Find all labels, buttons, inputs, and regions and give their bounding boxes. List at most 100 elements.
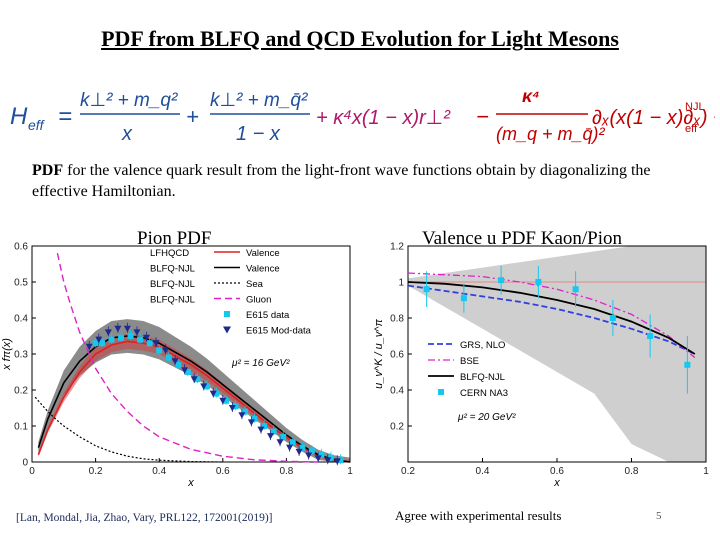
term2-denominator: 1 − x xyxy=(236,123,281,145)
cern-na3-data-point xyxy=(535,279,542,285)
e615-mod-data-point xyxy=(123,325,131,333)
kaon-pion-title: Valence u PDF Kaon/Pion xyxy=(422,228,623,249)
e615-mod-data-point xyxy=(219,397,227,405)
legend-group: BLFQ-NJL xyxy=(150,295,195,306)
e615-data-point xyxy=(156,347,163,354)
legend-group: LFHQCD xyxy=(150,248,189,259)
kaon-pion-ratio-chart: 0.2 0.4 0.6 0.8 1 0.2 0.4 0.6 0.8 1 1.2 x u_v^K / u_… xyxy=(373,242,709,490)
x-tick-label: 1 xyxy=(347,466,353,477)
pion-pdf-chart: 0 0.2 0.4 0.6 0.8 1 0 0.1 0.2 0.3 0.4 0.5 0.6 x x fπ(x… xyxy=(1,242,353,490)
y-tick-label: 0.6 xyxy=(14,242,28,253)
blfq-uncertainty-band xyxy=(408,246,706,462)
svg-text:=: = xyxy=(58,103,72,130)
e615-data-point xyxy=(308,448,315,455)
e615-data-point xyxy=(299,444,306,451)
y-tick-label: 0.2 xyxy=(14,386,28,397)
formula-lhs-sub: eff xyxy=(28,117,46,133)
e615-data-point xyxy=(213,390,220,397)
x-tick-label: 0.6 xyxy=(550,466,564,477)
e615-data-point xyxy=(232,403,239,410)
e615-data-point xyxy=(270,428,277,435)
e615-mod-data-point xyxy=(181,367,189,374)
y-tick-label: 0.5 xyxy=(14,278,28,289)
e615-mod-data-point xyxy=(247,419,255,426)
legend-label: CERN NA3 xyxy=(460,388,508,399)
x-tick-label: 0.6 xyxy=(216,466,230,477)
cern-na3-data-point xyxy=(572,286,579,293)
svg-text:+: + xyxy=(186,104,199,129)
term3-confinement: + κ⁴x(1 − x)r⊥² xyxy=(316,107,451,129)
term5-derivative: ∂ₓ(x(1 − x)∂ₓ) + H xyxy=(592,107,715,129)
legend-label: BSE xyxy=(460,356,479,367)
x-tick-label: 0.4 xyxy=(476,466,490,477)
e615-data-point xyxy=(108,336,115,343)
page-number: 5 xyxy=(656,510,662,522)
e615-data-point xyxy=(184,369,191,375)
y-tick-label: 0.3 xyxy=(14,350,28,361)
e615-mod-data-point xyxy=(85,343,93,351)
note: Agree with experimental results xyxy=(395,508,562,523)
legend-label: BLFQ-NJL xyxy=(460,372,505,383)
cern-na3-data-point xyxy=(684,361,691,368)
e615-mod-data-point xyxy=(267,433,274,440)
x-tick-label: 0.4 xyxy=(152,466,166,477)
cern-na3-data-point xyxy=(423,286,430,293)
legend-label: E615 data xyxy=(246,310,290,321)
slide-title: PDF from BLFQ and QCD Evolution for Ligh… xyxy=(101,26,619,51)
y-tick-label: 1.2 xyxy=(390,242,404,253)
e615-data-point xyxy=(165,354,172,361)
e615-data-point xyxy=(175,361,182,368)
y-axis-label: x fπ(x) xyxy=(1,338,13,371)
x-axis-label: x xyxy=(553,477,560,489)
e615-mod-data-point xyxy=(171,358,179,365)
x-tick-label: 0.2 xyxy=(401,466,415,477)
x-axis-label: x xyxy=(187,477,194,489)
term4-numerator: κ⁴ xyxy=(522,86,540,106)
y-tick-label: 0 xyxy=(22,458,28,469)
description-text: for the valence quark result from the li… xyxy=(32,162,651,200)
e615-data-point xyxy=(261,423,268,429)
cern-na3-data-point xyxy=(460,295,467,302)
e615-mod-data-point xyxy=(333,458,341,465)
e615-mod-data-point xyxy=(295,448,303,456)
e615-data-point xyxy=(98,340,105,347)
blfq-uncertainty-band xyxy=(38,319,351,462)
x-tick-label: 1 xyxy=(703,466,709,477)
scale-annotation: μ² = 16 GeV² xyxy=(231,358,290,369)
e615-mod-data-point xyxy=(152,340,160,347)
citation: [Lan, Mondal, Jia, Zhao, Vary, PRL122, 1… xyxy=(16,512,273,524)
e615-mod-data-point xyxy=(238,412,246,419)
blfq-njl-line xyxy=(407,281,696,355)
legend-label: E615 Mod-data xyxy=(246,326,312,337)
e615-mod-data-point xyxy=(162,347,170,354)
y-tick-label: 0.4 xyxy=(14,314,28,325)
x-tick-label: 0 xyxy=(29,466,35,477)
e615-mod-data-point xyxy=(276,439,284,446)
y-tick-label: 0.6 xyxy=(390,350,404,361)
term1-numerator: k⊥² + m_q² xyxy=(80,90,178,111)
cern-na3-data-point xyxy=(609,315,616,321)
lfhqcd-valence-line xyxy=(37,340,351,463)
e615-mod-data-point xyxy=(190,376,198,383)
cern-na3-data-point xyxy=(498,277,505,284)
bse-line xyxy=(407,272,696,359)
y-tick-label: 0.8 xyxy=(390,314,404,325)
y-tick-label: 0.1 xyxy=(14,422,28,433)
y-tick-label: 0.4 xyxy=(390,386,404,397)
description: PDF for the valence quark result from th… xyxy=(32,160,692,202)
e615-mod-data-point xyxy=(95,336,103,344)
njl-subscript: eff xyxy=(685,123,698,135)
term1-denominator: x xyxy=(121,123,133,145)
e615-mod-data-point xyxy=(324,457,332,464)
e615-mod-data-point xyxy=(133,329,141,336)
grs-nlo-line xyxy=(407,284,696,355)
term4-denominator: (m_q + m_q̄)² xyxy=(496,124,606,144)
legend-label: Gluon xyxy=(246,295,271,306)
legend-group: BLFQ-NJL xyxy=(150,279,195,290)
e615-mod-data-point xyxy=(305,452,313,460)
blfq-sea-line xyxy=(34,396,223,463)
e615-data-point xyxy=(251,415,258,422)
e615-data-point xyxy=(137,336,144,343)
formula-svg: H eff = k⊥² + m_q² x + k⊥² + m_q̄² 1 − x… xyxy=(10,86,720,145)
e615-mod-data-point xyxy=(114,325,122,333)
